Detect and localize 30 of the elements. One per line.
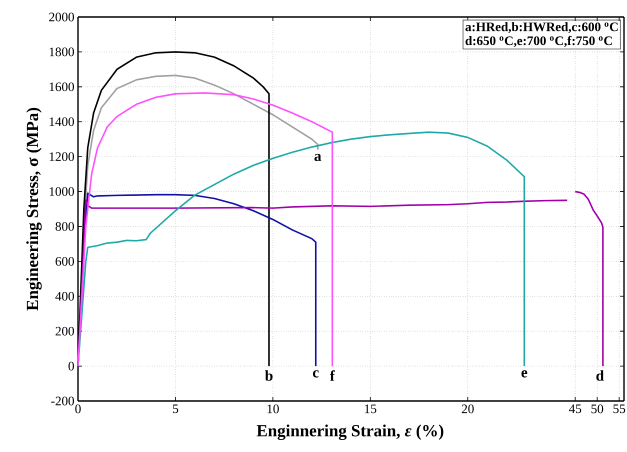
y-tick-label: 400 bbox=[55, 292, 74, 301]
x-axis-title: Enginnering Strain, ε (%) bbox=[256, 424, 444, 440]
x-tick-label: 55 bbox=[613, 404, 626, 414]
x-tick-label: 15 bbox=[364, 404, 376, 414]
y-tick-label: 800 bbox=[56, 222, 74, 231]
x-tick-label: 0 bbox=[75, 404, 81, 414]
series-label: a bbox=[314, 154, 322, 161]
x-tick-label: 5 bbox=[172, 404, 178, 414]
y-tick-label: 1400 bbox=[50, 117, 74, 126]
y-tick-label: 1600 bbox=[50, 82, 74, 92]
y-tick-label: 1200 bbox=[50, 152, 74, 161]
y-tick-label: 1000 bbox=[50, 187, 74, 196]
x-tick-label: 45 bbox=[568, 404, 582, 414]
y-tick-label: 2000 bbox=[49, 12, 74, 22]
series-label: b bbox=[265, 370, 273, 381]
series-label: e bbox=[521, 370, 528, 378]
series-label: c bbox=[312, 370, 319, 378]
x-tick-label: 10 bbox=[268, 404, 279, 414]
x-tick-label: 20 bbox=[462, 404, 474, 414]
annotation: a:HRed,b:HWRed,c:600 $^{o}$C bbox=[465, 22, 618, 34]
y-tick-label: -200 bbox=[51, 396, 74, 406]
series-label: d bbox=[596, 370, 604, 381]
y-tick-label: 0 bbox=[68, 362, 74, 370]
y-tick-label: 1800 bbox=[50, 48, 74, 56]
y-axis-title: Engineering Stress, σ (MPa) bbox=[26, 108, 42, 311]
y-tick-label: 600 bbox=[56, 256, 74, 266]
x-tick-label: 50 bbox=[591, 404, 604, 414]
y-tick-label: 200 bbox=[56, 326, 74, 336]
series-label: f bbox=[330, 370, 335, 381]
annotation: d:650 $^{o}$C,e:700 $^{o}$C,f:750 $^{o}$C bbox=[466, 36, 612, 48]
